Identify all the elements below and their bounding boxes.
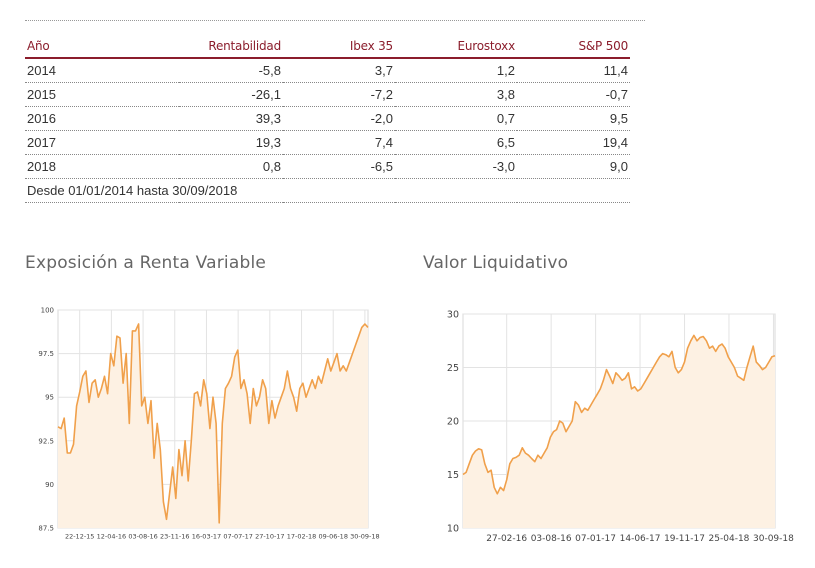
table-row: 2017 19,3 7,4 6,5 19,4 xyxy=(25,130,630,155)
x-tick-label: 07-07-17 xyxy=(223,533,253,541)
y-tick-label: 92.5 xyxy=(38,437,54,445)
returns-table: Año Rentabilidad Ibex 35 Eurostoxx S&P 5… xyxy=(25,36,630,203)
x-tick-label: 16-03-17 xyxy=(192,533,222,541)
x-tick-label: 12-04-16 xyxy=(97,533,127,541)
header-rentabilidad: Rentabilidad xyxy=(179,36,283,59)
returns-table-header-row: Año Rentabilidad Ibex 35 Eurostoxx S&P 5… xyxy=(25,36,630,59)
y-tick-label: 100 xyxy=(41,306,54,314)
cell-rentabilidad: 0,8 xyxy=(179,154,283,179)
cell-year: 2017 xyxy=(25,130,179,155)
table-row: 2015 -26,1 -7,2 3,8 -0,7 xyxy=(25,82,630,107)
series-line xyxy=(462,334,776,495)
x-tick-label: 19-11-17 xyxy=(664,534,705,544)
y-tick-label: 25 xyxy=(447,363,459,374)
cell-sp500: 9,5 xyxy=(517,106,630,131)
cell-sp500: 9,0 xyxy=(517,154,630,179)
cell-rentabilidad: -5,8 xyxy=(179,58,283,83)
table-footnote-row: Desde 01/01/2014 hasta 30/09/2018 xyxy=(25,178,630,203)
cell-ibex35: -6,5 xyxy=(283,154,395,179)
table-row: 2016 39,3 -2,0 0,7 9,5 xyxy=(25,106,630,131)
cell-eurostoxx: -3,0 xyxy=(395,154,517,179)
cell-sp500: -0,7 xyxy=(517,82,630,107)
series-area xyxy=(58,324,368,528)
table-row: 2018 0,8 -6,5 -3,0 9,0 xyxy=(25,154,630,179)
nav-chart-title: Valor Liquidativo xyxy=(423,253,569,273)
x-tick-label: 17-02-18 xyxy=(287,533,317,541)
x-tick-label: 03-08-16 xyxy=(128,533,158,541)
header-eurostoxx: Eurostoxx xyxy=(395,36,517,59)
header-year: Año xyxy=(25,36,179,59)
x-tick-label: 14-06-17 xyxy=(620,534,661,544)
header-sp500: S&P 500 xyxy=(517,36,630,59)
cell-eurostoxx: 1,2 xyxy=(395,58,517,83)
cell-year: 2018 xyxy=(25,154,179,179)
x-tick-label: 25-04-18 xyxy=(709,534,750,544)
top-divider xyxy=(25,20,645,21)
series-line xyxy=(57,323,369,524)
x-tick-label: 27-02-16 xyxy=(486,534,527,544)
y-tick-label: 15 xyxy=(447,470,459,481)
nav-chart: 30 25 20 15 10 27-02-16 03-08-16 07-01-17 14-06-… xyxy=(447,309,794,544)
x-tick-label: 30-09-18 xyxy=(350,533,380,541)
cell-ibex35: 3,7 xyxy=(283,58,395,83)
y-tick-label: 10 xyxy=(447,523,459,534)
cell-sp500: 19,4 xyxy=(517,130,630,155)
table-footnote: Desde 01/01/2014 hasta 30/09/2018 xyxy=(25,178,630,203)
cell-ibex35: -7,2 xyxy=(283,82,395,107)
cell-sp500: 11,4 xyxy=(517,58,630,83)
header-ibex35: Ibex 35 xyxy=(283,36,395,59)
x-tick-label: 27-10-17 xyxy=(255,533,285,541)
cell-year: 2014 xyxy=(25,58,179,83)
series-area xyxy=(463,335,775,528)
exposure-chart-title: Exposición a Renta Variable xyxy=(25,253,267,273)
x-tick-label: 03-08-16 xyxy=(531,534,572,544)
y-tick-label: 20 xyxy=(447,416,459,427)
cell-eurostoxx: 6,5 xyxy=(395,130,517,155)
x-tick-label: 30-09-18 xyxy=(753,534,794,544)
x-tick-label: 23-11-16 xyxy=(160,533,190,541)
y-tick-label: 95 xyxy=(45,394,54,402)
y-tick-label: 30 xyxy=(447,309,459,320)
x-tick-label: 07-01-17 xyxy=(575,534,616,544)
cell-ibex35: -2,0 xyxy=(283,106,395,131)
table-row: 2014 -5,8 3,7 1,2 11,4 xyxy=(25,58,630,83)
exposure-chart: 100 97.5 95 92.5 90 87.5 22-12-15 12-04-16 03-08… xyxy=(38,306,379,541)
cell-rentabilidad: 39,3 xyxy=(179,106,283,131)
cell-eurostoxx: 0,7 xyxy=(395,106,517,131)
y-tick-label: 97.5 xyxy=(38,350,54,358)
cell-year: 2015 xyxy=(25,82,179,107)
cell-ibex35: 7,4 xyxy=(283,130,395,155)
x-tick-label: 09-06-18 xyxy=(318,533,348,541)
cell-eurostoxx: 3,8 xyxy=(395,82,517,107)
cell-year: 2016 xyxy=(25,106,179,131)
y-tick-label: 87.5 xyxy=(38,524,54,532)
cell-rentabilidad: -26,1 xyxy=(179,82,283,107)
x-tick-label: 22-12-15 xyxy=(65,533,95,541)
cell-rentabilidad: 19,3 xyxy=(179,130,283,155)
y-tick-label: 90 xyxy=(45,481,54,489)
